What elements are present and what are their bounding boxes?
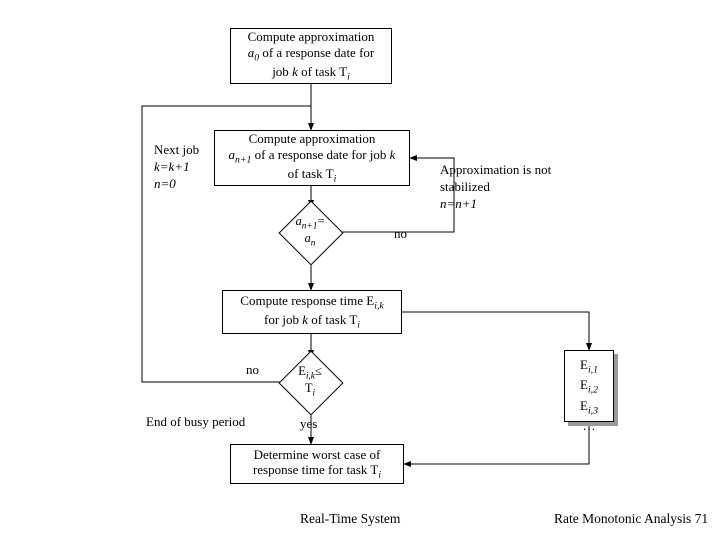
label-approx-not-stable: Approximation is notstabilizedn=n+1 bbox=[440, 162, 551, 213]
node-determine: Determine worst case ofresponse time for… bbox=[230, 444, 404, 484]
label-no-2: no bbox=[246, 362, 259, 379]
footer-left: Real-Time System bbox=[300, 510, 400, 528]
label-yes: yes bbox=[300, 416, 317, 433]
node-compute-eik: Compute response time Ei,kfor job k of t… bbox=[222, 290, 402, 334]
node-compute-a0: Compute approximationa0 of a response da… bbox=[230, 28, 392, 84]
node-compute-an1: Compute approximationan+1 of a response … bbox=[214, 130, 410, 186]
text-compute-a0: Compute approximationa0 of a response da… bbox=[248, 29, 375, 83]
label-end-busy: End of busy period bbox=[146, 414, 245, 431]
node-diamond-eq: an+1=an bbox=[288, 210, 332, 254]
node-store: Ei,1Ei,2Ei,3… bbox=[564, 350, 614, 422]
text-compute-an1: Compute approximationan+1 of a response … bbox=[229, 131, 396, 185]
label-next-job: Next jobk=k+1n=0 bbox=[154, 142, 199, 193]
node-diamond-leq: Ei,k≤Ti bbox=[288, 360, 332, 404]
footer-right: Rate Monotonic Analysis 71 bbox=[554, 510, 708, 528]
label-no-1: no bbox=[394, 226, 407, 243]
